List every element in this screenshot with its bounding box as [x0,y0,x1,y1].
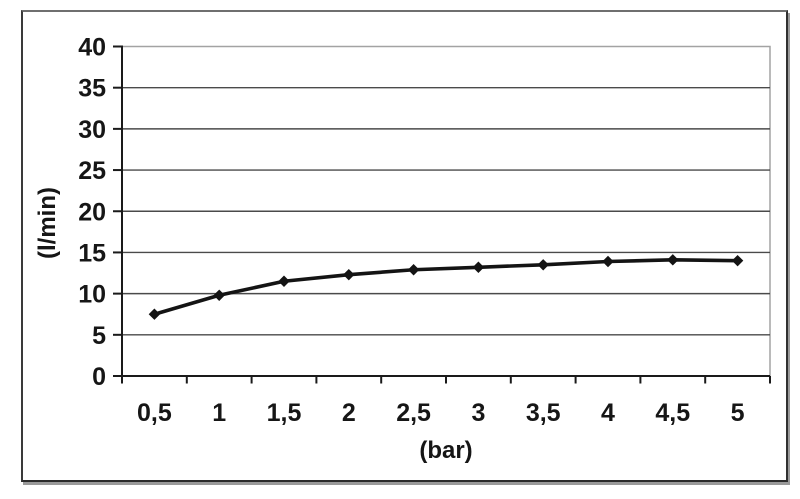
chart-frame [21,10,788,482]
y-tick-label: 35 [78,75,106,103]
data-point-marker [213,289,225,301]
data-point-marker [602,255,614,268]
x-tick-label: 1,5 [267,399,302,427]
x-tick-label: 0,5 [137,399,172,427]
y-tick-label: 40 [78,34,106,62]
x-tick-label: 2 [342,399,356,427]
y-axis-title: (l/min) [34,187,61,259]
y-tick-label: 0 [92,363,106,391]
y-tick-label: 10 [78,281,106,309]
plot-area-border [122,45,771,376]
data-point-marker [472,261,485,273]
data-point-marker [148,308,161,320]
x-tick-label: 4 [601,399,615,427]
x-tick-label: 4,5 [655,399,690,427]
data-point-marker [667,254,679,266]
x-tick-label: 5 [731,399,745,427]
x-tick-label: 3,5 [526,399,561,427]
x-tick-label: 3 [471,399,485,427]
series-line-flow-rate-curve [152,258,740,317]
data-point-marker [537,259,549,271]
x-tick-label: 2,5 [396,399,431,427]
y-tick-label: 30 [78,116,106,144]
data-point-marker [343,268,355,281]
data-point-marker [731,254,744,267]
y-tick-label: 15 [78,239,106,267]
x-tick-label: 1 [212,399,226,427]
y-tick-label: 20 [78,198,106,226]
x-axis-title: (bar) [419,437,473,464]
y-tick-label: 5 [92,322,106,350]
y-tick-label: 25 [78,157,106,185]
data-point-marker [278,275,290,287]
data-point-marker [407,264,420,276]
